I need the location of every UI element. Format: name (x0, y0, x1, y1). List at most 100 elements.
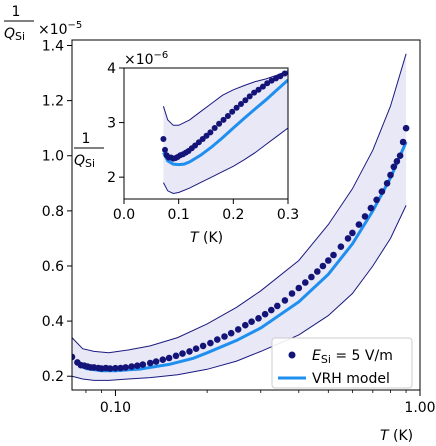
y-tick-label: 0.6 (42, 259, 64, 275)
inset-y-tick-label: 4 (107, 61, 116, 77)
data-point (344, 235, 352, 242)
data-point (259, 83, 266, 90)
data-point (72, 353, 76, 361)
data-point (134, 362, 141, 370)
inset-y-tick-label: 2 (107, 170, 116, 186)
data-point (207, 129, 214, 136)
data-point (281, 297, 289, 304)
data-point (255, 315, 262, 322)
data-point (373, 196, 380, 204)
data-point (349, 229, 356, 237)
data-points (72, 124, 410, 372)
inset-vrh-model-line (162, 78, 288, 167)
data-point (248, 318, 255, 326)
legend-box (271, 337, 413, 389)
data-point (207, 339, 214, 347)
inset-y-axis-label: 1 QSi (74, 131, 104, 170)
data-point (274, 302, 281, 310)
data-point (399, 138, 407, 146)
y-offset-text: ×10−5 (38, 20, 82, 38)
legend-label-model: VRH model (312, 371, 390, 387)
data-point (214, 336, 221, 343)
y-tick-label: 1.4 (42, 39, 64, 55)
data-point (390, 163, 398, 171)
y-axis-label-denominator: QSi (4, 26, 25, 43)
legend: ESi = 5 V/m VRH model (271, 337, 413, 389)
data-point (159, 356, 167, 364)
data-point (211, 125, 218, 131)
inset-data-points (160, 70, 288, 162)
data-point (251, 89, 258, 96)
inset-plot-frame (123, 67, 289, 200)
data-point (160, 136, 167, 142)
data-point (192, 345, 200, 353)
data-point (402, 124, 410, 132)
data-point (277, 73, 284, 80)
legend-label-data: ESi = 5 V/m (312, 348, 393, 366)
data-point (295, 284, 303, 292)
data-point (288, 290, 296, 297)
y-tick-label: 1.0 (42, 149, 64, 165)
data-point (128, 363, 135, 370)
data-point (186, 348, 193, 355)
y-tick-label: 0.4 (42, 314, 64, 330)
data-point (261, 310, 269, 318)
data-point (308, 273, 315, 281)
legend-marker (288, 351, 296, 359)
y-axis-ticks: 0.2 0.4 0.6 0.8 1.0 1.2 1.4 (42, 39, 72, 385)
data-point (383, 180, 391, 187)
data-point (238, 101, 244, 107)
inset-y-axis-label-numerator: 1 (82, 131, 91, 147)
inset-x-tick-label: 0.1 (168, 207, 190, 223)
data-point (199, 342, 207, 350)
data-point (112, 364, 119, 372)
data-point (367, 204, 375, 212)
data-point (221, 333, 228, 340)
inset-x-tick-label: 0.2 (222, 207, 244, 223)
data-point (224, 113, 231, 119)
inset-x-axis-label: T (K) (190, 230, 223, 246)
inset-band-upper-edge (162, 70, 288, 126)
data-point (242, 97, 249, 104)
data-point (122, 364, 129, 371)
y-axis-label-numerator: 1 (12, 4, 21, 20)
data-point (242, 321, 249, 329)
x-axis-label: T (K) (380, 428, 413, 444)
y-axis-label: 1 QSi (4, 4, 34, 43)
data-point (234, 326, 242, 333)
inset-x-tick-label: 0.0 (113, 207, 135, 223)
confidence-band-upper-edge (72, 53, 407, 354)
data-point (387, 171, 394, 179)
data-point (216, 120, 223, 127)
data-point (281, 70, 288, 77)
y-tick-label: 0.8 (42, 204, 64, 220)
inset-x-axis-ticks: 0.0 0.1 0.2 0.3 (113, 199, 299, 223)
data-point (220, 116, 227, 123)
data-point (227, 329, 235, 337)
data-point (162, 146, 168, 153)
inset-y-tick-label: 3 (107, 116, 116, 132)
data-point (361, 213, 369, 220)
main-plot-frame (71, 39, 421, 391)
inset-y-axis-ticks: 2 3 4 (107, 61, 124, 186)
data-point (233, 104, 240, 111)
data-point (152, 358, 160, 365)
data-point (325, 257, 332, 264)
data-point (139, 361, 147, 368)
data-point (330, 251, 337, 259)
data-point (246, 93, 253, 100)
data-point (319, 262, 327, 270)
data-point (146, 359, 154, 367)
data-point (172, 352, 180, 360)
y-tick-label: 1.2 (42, 94, 64, 110)
data-point (302, 279, 309, 286)
data-point (268, 306, 275, 314)
confidence-band (72, 53, 407, 381)
data-point (264, 80, 271, 87)
data-point (396, 152, 404, 159)
x-tick-label: 0.10 (100, 400, 131, 416)
y-tick-label: 0.2 (42, 369, 64, 385)
inset-band-lower-edge (162, 127, 288, 195)
data-point (314, 268, 321, 275)
